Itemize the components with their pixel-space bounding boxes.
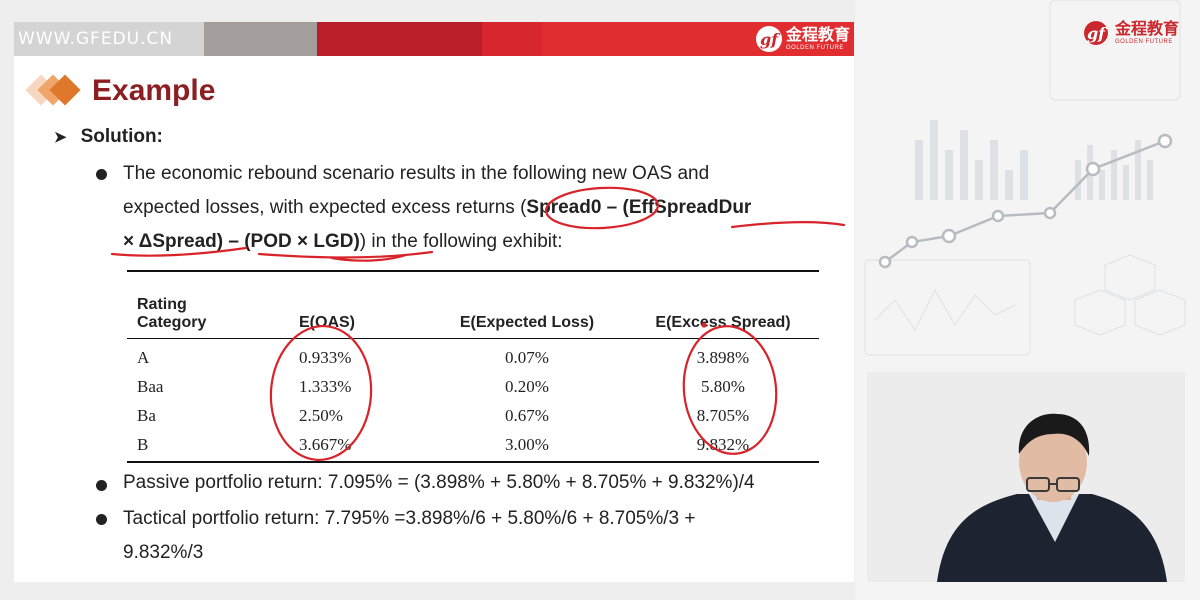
presenter-video [867,372,1185,582]
bullet-scenario-line2: expected losses, with expected excess re… [123,197,752,218]
header-logo-icon: gf [755,26,782,52]
brand-name-cn: 金程教育 [1115,19,1180,38]
slide-header-bar [14,22,854,56]
tactical-return-line2: 9.832%/3 [123,542,204,563]
presenter-figure [867,372,1185,582]
slide: WWW.GFEDU.CN gf 金程教育 GOLDEN FUTURE Examp… [14,22,854,582]
solution-label: Solution: [80,126,163,147]
exhibit-table: Rating Category E(OAS) E(Expected Loss) E… [127,270,819,463]
bullet-dot [96,514,107,525]
header-brand-cn: 金程教育 [785,25,850,44]
brand-name-en: GOLDEN FUTURE [1115,39,1173,45]
bullet-passive: Passive portfolio return: 7.095% = (3.89… [96,472,836,506]
header-excess-spread: E(Excess Spread) [655,314,791,331]
bullet-tactical: Tactical portfolio return: 7.795% =3.898… [96,504,836,574]
table-header-row: Rating Category E(OAS) E(Expected Loss) E… [127,272,819,339]
bullet-scenario-line1: The economic rebound scenario results in… [123,163,710,184]
table-row: A 0.933% 0.07% 3.898% [137,347,750,367]
table-row: Baa 1.333% 0.20% 5.80% [137,376,745,396]
bullet-dot [96,169,107,180]
passive-return-text: Passive portfolio return: 7.095% = (3.89… [123,472,755,493]
decorative-chart-graphic [864,0,1186,356]
header-brand-en: GOLDEN FUTURE [785,45,844,51]
header-rating: Rating Category [137,296,207,331]
table-body: A 0.933% 0.07% 3.898% Baa 1.333% 0.20% 5.80%… [127,339,819,461]
table-row: B 3.667% 3.00% 9.832% [137,434,750,454]
diamond-icon [24,71,86,111]
website-url: WWW.GFEDU.CN [18,29,174,49]
solution-heading: ➤ Solution: [54,126,163,148]
header-oas: E(OAS) [299,314,355,331]
slide-title-row: Example [24,70,215,112]
header-logo: gf 金程教育 GOLDEN FUTURE [755,24,850,54]
bullet-dot [96,480,107,491]
tactical-return-line1: Tactical portfolio return: 7.795% =3.898… [123,508,696,529]
table-row: Ba 2.50% 0.67% 8.705% [137,405,750,425]
bullet-scenario: The economic rebound scenario results in… [96,157,836,267]
bullet-scenario-line3: × ΔSpread) – (POD × LGD)) in the followi… [123,231,563,252]
slide-title: Example [92,74,216,107]
arrow-bullet-icon: ➤ [54,129,67,146]
header-expected-loss: E(Expected Loss) [459,314,595,331]
brand-logo-icon: gf [1082,19,1110,47]
brand-logo: gf 金程教育 GOLDEN FUTURE [1082,18,1179,48]
